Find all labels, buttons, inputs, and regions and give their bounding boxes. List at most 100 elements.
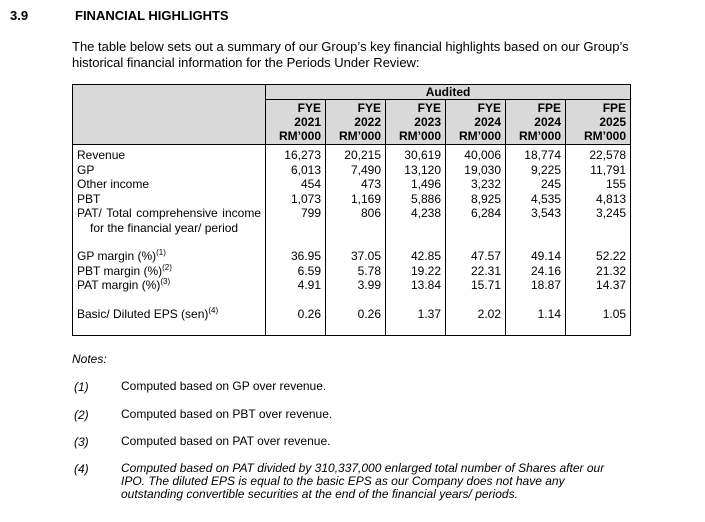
spacer-row (72, 235, 632, 249)
row-label: PAT/ Total comprehensive income for the … (72, 206, 266, 235)
value-cell: 454 (265, 177, 326, 192)
value-cell: 3.99 (325, 278, 386, 293)
spacer-cell (265, 235, 326, 249)
column-header-year: 2024 (534, 115, 561, 129)
note-marker: (3) (74, 435, 89, 449)
row-label-text: GP margin (%) (77, 249, 157, 263)
header-row: Audited (72, 84, 632, 145)
row-label-text: PAT/ Total comprehensive income for the … (77, 206, 261, 235)
value-cell: 22.31 (445, 263, 506, 278)
value-cell: 1,169 (325, 191, 386, 206)
row-note-ref: (4) (208, 305, 219, 315)
spacer-cell (445, 321, 506, 336)
spacer-cell (385, 292, 446, 307)
row-note-ref: (2) (162, 262, 172, 272)
group-header: Audited (264, 84, 632, 100)
column-header-unit: RM’000 (398, 129, 441, 143)
column-header-period: FYE (357, 101, 381, 115)
notes-title: Notes: (72, 352, 107, 366)
section-title: FINANCIAL HIGHLIGHTS (75, 8, 229, 23)
note-marker: (4) (74, 462, 89, 476)
header-row: FYE 2021 RM’000 FYE 2022 RM’000 FYE 2023 RM’000 F… (73, 99, 632, 145)
column-header: FYE 2021 RM’000 (265, 99, 326, 145)
value-cell: 806 (325, 206, 386, 235)
value-cell: 24.16 (505, 263, 566, 278)
value-cell: 42.85 (385, 249, 446, 264)
value-cell: 155 (564, 177, 632, 192)
value-cell: 49.14 (505, 249, 566, 264)
financial-table: Audited FYE 2021 RM’000 FYE 2022 RM’000 FYE 2023… (72, 84, 632, 336)
value-cell: 4,238 (385, 206, 446, 235)
note-marker: (2) (74, 408, 89, 422)
value-cell: 473 (325, 177, 386, 192)
row-label: PAT margin (%)(3) (72, 278, 266, 293)
value-cell: 20,215 (325, 144, 386, 163)
spacer-cell (564, 235, 632, 249)
column-header-unit: RM’000 (278, 129, 321, 143)
spacer-cell (325, 235, 386, 249)
row-label-text: Other income (77, 177, 150, 191)
note-text: Computed based on PBT over revenue. (121, 407, 333, 421)
value-cell: 18,774 (505, 144, 566, 163)
value-cell: 8,925 (445, 191, 506, 206)
column-header: FYE 2022 RM’000 (325, 99, 386, 145)
value-cell: 1.05 (564, 306, 632, 321)
value-cell: 47.57 (445, 249, 506, 264)
value-cell: 4,535 (505, 191, 566, 206)
row-label: PBT margin (%)(2) (72, 262, 266, 278)
spacer-cell (72, 321, 266, 336)
spacer-row (72, 321, 632, 336)
row-label: Basic/ Diluted EPS (sen)(4) (72, 305, 266, 321)
spacer-row (72, 292, 632, 307)
value-cell: 14.37 (564, 278, 632, 293)
value-cell: 1.37 (385, 306, 446, 321)
table-row: GP margin (%)(1) 36.95 37.05 42.85 47.57 49.1… (72, 248, 632, 264)
spacer-cell (445, 292, 506, 307)
value-cell: 3,232 (445, 177, 506, 192)
value-cell: 245 (505, 177, 566, 192)
value-cell: 37.05 (325, 249, 386, 264)
column-header-unit: RM’000 (338, 129, 381, 143)
spacer-cell (445, 235, 506, 249)
spacer-cell (564, 292, 632, 307)
value-cell: 40,006 (445, 144, 506, 163)
value-cell: 36.95 (265, 249, 326, 264)
value-cell: 0.26 (265, 306, 326, 321)
value-cell: 1,073 (265, 191, 326, 206)
value-cell: 799 (265, 206, 326, 235)
column-header: FYE 2024 RM’000 (445, 99, 506, 145)
value-cell: 6,013 (265, 162, 326, 177)
spacer-cell (505, 292, 566, 307)
value-cell: 1,496 (385, 177, 446, 192)
value-cell: 52.22 (564, 249, 632, 264)
value-cell: 5.78 (325, 263, 386, 278)
column-header-year: 2023 (414, 115, 441, 129)
column-header-year: 2025 (599, 115, 627, 129)
row-label: Other income (72, 177, 266, 192)
row-label-text: GP (77, 162, 95, 177)
header-blank (72, 84, 266, 145)
spacer-cell (72, 292, 266, 307)
value-cell: 0.26 (325, 306, 386, 321)
spacer-cell (564, 321, 632, 336)
column-header-period: FYE (417, 101, 441, 115)
table-row: PAT margin (%)(3) 4.91 3.99 13.84 15.71 18.87… (72, 278, 632, 293)
value-cell: 13,120 (385, 162, 446, 177)
table-row: PBT margin (%)(2) 6.59 5.78 19.22 22.31 24.16… (72, 262, 632, 278)
value-cell: 6,284 (445, 206, 506, 235)
value-cell: 15.71 (445, 278, 506, 293)
column-header-period: FYE (297, 101, 321, 115)
column-header: FYE 2023 RM’000 (385, 99, 446, 145)
column-header: FPE 2025 RM’000 (564, 99, 632, 145)
row-note-ref: (1) (156, 248, 166, 257)
note-text: Computed based on PAT divided by 310,337… (121, 461, 605, 501)
column-header-period: FPE (537, 101, 561, 115)
spacer-cell (505, 321, 566, 336)
table-row: PBT 1,073 1,169 5,886 8,925 4,535 4,813 (72, 191, 632, 206)
row-label: GP (72, 162, 266, 177)
spacer-cell (505, 235, 566, 249)
note-text: Computed based on GP over revenue. (121, 379, 327, 393)
row-label: PBT (72, 191, 266, 206)
column-header-year: 2021 (294, 115, 321, 129)
